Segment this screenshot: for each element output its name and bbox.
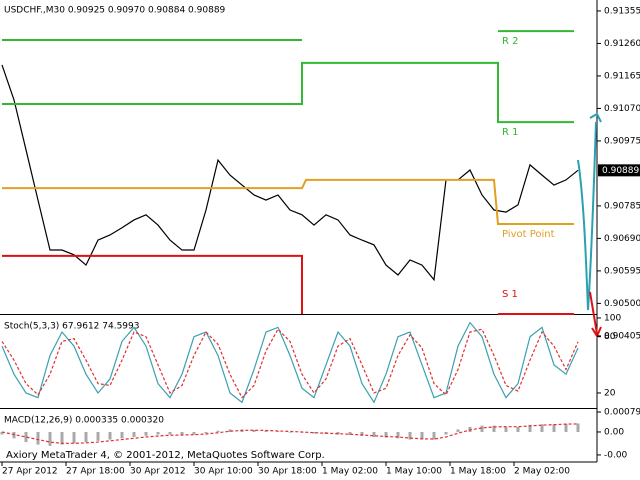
histogram-bar: [516, 426, 520, 432]
y-tick-label: 0.91165: [604, 71, 640, 81]
histogram-bar: [96, 431, 100, 441]
histogram-bar: [108, 431, 112, 440]
forecast-arrow: [589, 291, 598, 335]
y-tick-label: 0.90405: [604, 331, 640, 341]
histogram-bar: [396, 431, 400, 439]
histogram-bar: [276, 431, 280, 432]
arrow-head: [589, 112, 602, 123]
forecast-arrow: [577, 121, 597, 311]
level-label: R 1: [502, 127, 519, 138]
x-tick-label: 30 Apr 18:00: [258, 467, 317, 477]
histogram-bar: [576, 423, 580, 432]
series-line: [1, 64, 579, 282]
level-line: [2, 178, 574, 226]
histogram-bar: [72, 431, 76, 444]
histogram-bar: [492, 425, 496, 432]
y-tick-label: 0.91070: [604, 104, 640, 114]
x-tick-label: 27 Apr 2012: [2, 467, 58, 477]
y-tick-label: 0.91260: [604, 39, 640, 49]
last-price-box: [598, 164, 640, 177]
histogram-bar: [120, 431, 124, 439]
histogram-bar: [312, 431, 316, 434]
histogram-bar: [180, 431, 184, 435]
y-tick-label: 0.90975: [604, 136, 640, 146]
histogram-bar: [288, 431, 292, 433]
histogram-bar: [552, 424, 556, 432]
series-line: [1, 321, 579, 404]
histogram-bar: [0, 431, 4, 435]
x-tick-label: 27 Apr 18:00: [66, 467, 125, 477]
histogram-bar: [168, 431, 172, 435]
x-tick-label: 1 May 02:00: [322, 467, 378, 477]
histogram-bar: [528, 424, 532, 432]
last-price-label: 0.90889: [602, 166, 639, 176]
level-line: [2, 30, 574, 42]
histogram-bar: [480, 425, 484, 432]
y-tick-label: 0.90595: [604, 266, 640, 276]
histogram-bar: [432, 431, 436, 440]
panel-title: Stoch(5,3,3) 67.9612 74.5993: [4, 322, 139, 332]
y-tick-label: 20: [604, 388, 616, 398]
x-tick-label: 30 Apr 2012: [130, 467, 186, 477]
x-tick-label: 30 Apr 10:00: [194, 467, 253, 477]
histogram-bar: [252, 429, 256, 432]
level-line: [2, 254, 574, 315]
y-tick-label: 0.90690: [604, 234, 640, 244]
histogram-bar: [60, 431, 64, 445]
histogram-bar: [444, 431, 448, 435]
histogram-bar: [12, 431, 16, 439]
panel-title: MACD(12,26,9) 0.000335 0.000320: [4, 416, 164, 426]
level-line: [2, 61, 574, 124]
histogram-bar: [408, 431, 412, 440]
histogram-bar: [24, 431, 28, 443]
series-line: [1, 328, 579, 399]
histogram-bar: [264, 430, 268, 432]
y-tick-label: 0.90500: [604, 299, 640, 309]
histogram-bar: [504, 426, 508, 432]
level-label: R 2: [502, 36, 519, 47]
level-label: S 1: [502, 289, 518, 300]
histogram-bar: [228, 429, 232, 432]
histogram-bar: [372, 431, 376, 438]
y-tick-label: -0.00: [604, 450, 628, 460]
histogram-bar: [564, 423, 568, 432]
y-tick-label: 100: [604, 313, 621, 323]
series-line: [1, 423, 579, 444]
level-label: Pivot Point: [502, 229, 555, 240]
histogram-bar: [192, 431, 196, 435]
histogram-bar: [456, 429, 460, 432]
histogram-bar: [420, 431, 424, 440]
histogram-bar: [144, 431, 148, 436]
histogram-bar: [360, 431, 364, 436]
panel-title: USDCHF.,M30 0.90925 0.90970 0.90884 0.90…: [4, 6, 226, 16]
y-tick-label: 0.90785: [604, 201, 640, 211]
histogram-bar: [156, 431, 160, 435]
x-tick-label: 1 May 18:00: [450, 467, 506, 477]
histogram-bar: [384, 431, 388, 438]
y-tick-label: 80: [604, 332, 616, 342]
y-tick-label: 0.91355: [604, 6, 640, 16]
histogram-bar: [348, 431, 352, 435]
x-tick-label: 2 May 02:00: [514, 467, 570, 477]
y-tick-label: 0.00: [604, 427, 624, 437]
histogram-bar: [216, 430, 220, 432]
histogram-bar: [204, 431, 208, 434]
histogram-bar: [540, 424, 544, 432]
histogram-bar: [132, 431, 136, 438]
x-tick-label: 1 May 10:00: [386, 467, 442, 477]
watermark: Axiory MetaTrader 4, © 2001-2012, MetaQu…: [6, 450, 325, 461]
y-tick-label: 0.00079: [604, 408, 640, 418]
histogram-bar: [36, 431, 40, 445]
histogram-bar: [84, 431, 88, 443]
histogram-bar: [48, 431, 52, 446]
